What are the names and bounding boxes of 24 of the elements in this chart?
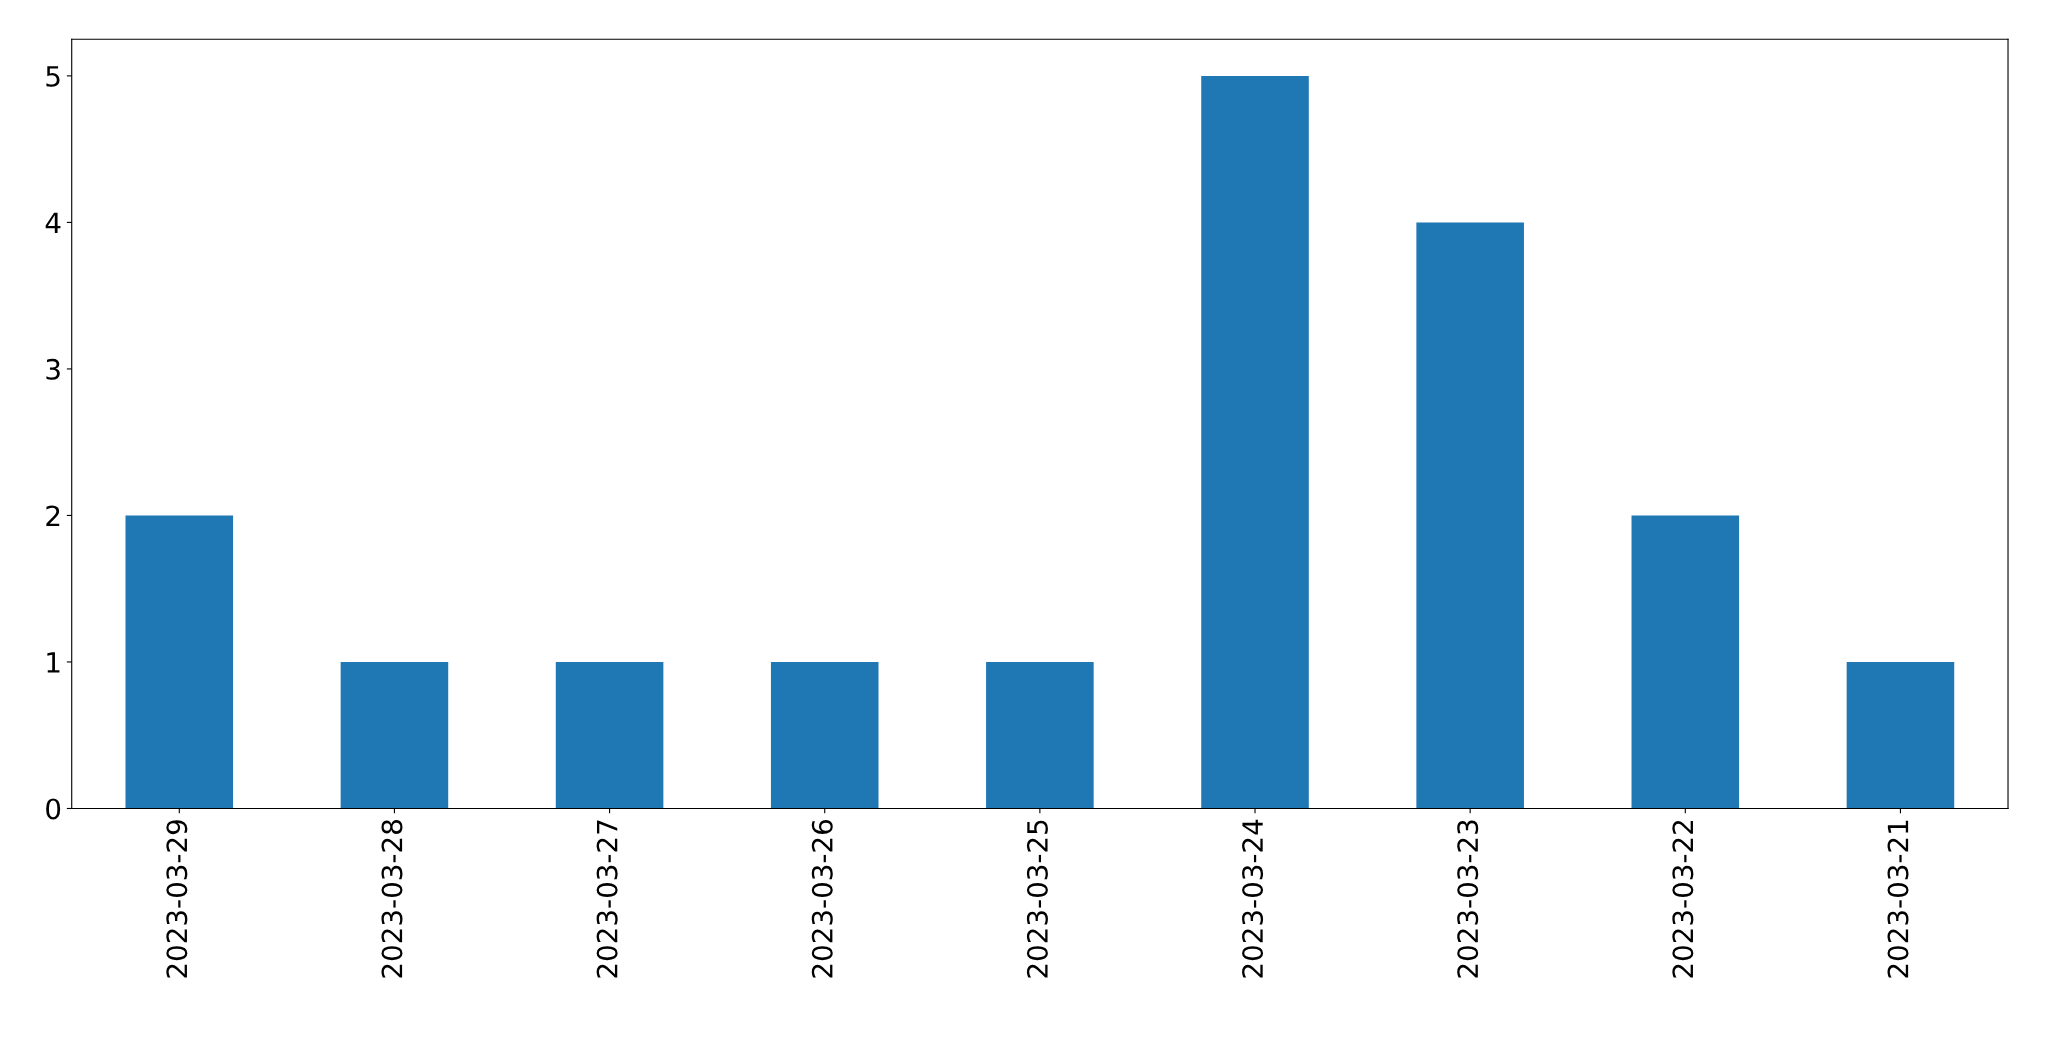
y-tick-label: 1 (47, 652, 60, 673)
x-tick-label: 2023-03-27 (596, 820, 618, 978)
x-tick-label: 2023-03-26 (811, 819, 833, 978)
bar (125, 515, 234, 809)
x-tick-label: 2023-03-25 (1026, 820, 1048, 978)
x-tick-label: 2023-03-22 (1672, 820, 1694, 978)
x-tick-label: 2023-03-29 (166, 820, 188, 978)
x-tick-label: 2023-03-24 (1242, 819, 1264, 978)
bar (1416, 222, 1524, 809)
bar (986, 661, 1094, 809)
y-tick-label: 5 (46, 66, 60, 87)
bar (555, 661, 664, 809)
x-tick-label: 2023-03-28 (381, 820, 403, 978)
bar (1631, 515, 1740, 809)
bar (1846, 661, 1955, 809)
bar (340, 661, 449, 809)
y-tick-label: 0 (46, 798, 61, 820)
y-tick-label: 2 (46, 505, 60, 526)
y-tick-label: 3 (46, 358, 60, 380)
x-tick-label: 2023-03-23 (1457, 820, 1479, 978)
y-tick-label: 4 (45, 212, 61, 233)
bar (770, 661, 879, 809)
x-tick-label: 2023-03-21 (1887, 820, 1909, 978)
bar (1201, 75, 1309, 809)
